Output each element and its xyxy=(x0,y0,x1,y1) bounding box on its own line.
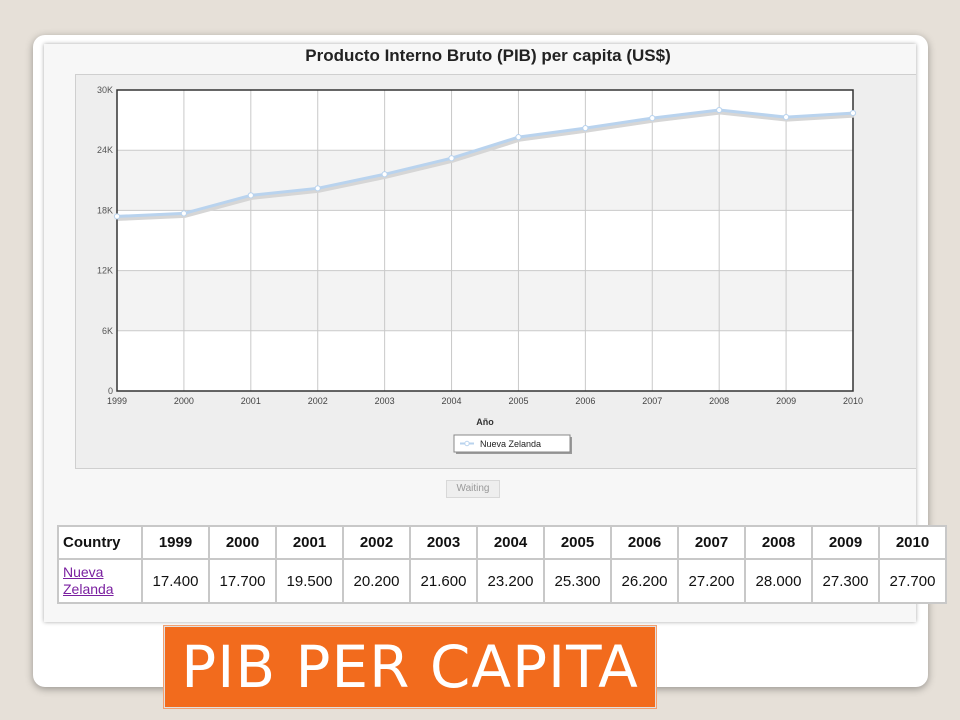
x-tick-label: 2008 xyxy=(709,396,729,406)
x-tick-label: 2005 xyxy=(508,396,528,406)
plot-background xyxy=(117,90,853,391)
chart-screenshot: Producto Interno Bruto (PIB) per capita … xyxy=(44,44,916,622)
waiting-indicator: Waiting xyxy=(446,480,500,498)
y-tick-label: 0 xyxy=(108,386,113,396)
line-chart: 0 6K 12K 18K 24K 30K 1999 2000 2001 2002 2003 2004 2… xyxy=(97,85,863,454)
data-point xyxy=(180,210,188,217)
table-header-country: Country xyxy=(57,525,143,560)
table-cell-value: 28.000 xyxy=(744,558,813,604)
y-tick-label: 18K xyxy=(97,205,113,215)
legend-box xyxy=(453,434,571,453)
y-tick-label: 6K xyxy=(102,326,113,336)
x-axis-title: Año xyxy=(476,417,494,427)
x-tick-label: 2010 xyxy=(843,396,863,406)
table-header-year: 2006 xyxy=(610,525,679,560)
x-tick-label: 1999 xyxy=(107,396,127,406)
chart-area: 0 6K 12K 18K 24K 30K 1999 2000 2001 2002 2003 2004 2… xyxy=(75,74,916,469)
table-header-year: 2008 xyxy=(744,525,813,560)
data-point xyxy=(381,171,388,178)
table-header-year: 2009 xyxy=(811,525,880,560)
slide-banner-title: PIB PER CAPITA xyxy=(164,626,656,708)
table-header-year: 2004 xyxy=(476,525,545,560)
x-tick-label: 2006 xyxy=(575,396,595,406)
table-cell-value: 17.700 xyxy=(208,558,277,604)
table-cell-value: 17.400 xyxy=(141,558,210,604)
y-tick-label: 12K xyxy=(97,266,113,276)
table-header-year: 2005 xyxy=(543,525,612,560)
table-cell-value: 26.200 xyxy=(610,558,679,604)
table-cell-value: 19.500 xyxy=(275,558,344,604)
table-cell-value: 23.200 xyxy=(476,558,545,604)
table-row: Nueva Zelanda 17.400 17.700 19.500 20.200 21.… xyxy=(57,558,947,604)
table-header-year: 2000 xyxy=(208,525,277,560)
data-point xyxy=(582,125,589,132)
legend-swatch-marker xyxy=(464,440,470,447)
table-cell-value: 20.200 xyxy=(342,558,411,604)
table-header-year: 1999 xyxy=(141,525,210,560)
country-link[interactable]: Nueva Zelanda xyxy=(63,564,114,597)
table-header-year: 2002 xyxy=(342,525,411,560)
data-point xyxy=(849,109,857,117)
data-point xyxy=(247,192,254,199)
legend-label: Nueva Zelanda xyxy=(480,439,541,449)
series-line xyxy=(116,108,854,218)
table-cell-value: 27.700 xyxy=(878,558,947,604)
data-point xyxy=(649,114,656,122)
chart-title: Producto Interno Bruto (PIB) per capita … xyxy=(305,46,671,65)
x-tick-label: 2009 xyxy=(776,396,796,406)
table-cell-value: 21.600 xyxy=(409,558,478,604)
table-cell-value: 25.300 xyxy=(543,558,612,604)
table-header-row: Country 1999 2000 2001 2002 2003 2004 2005 2006… xyxy=(57,525,947,560)
y-tick-label: 24K xyxy=(97,145,113,155)
table-header-year: 2001 xyxy=(275,525,344,560)
x-tick-label: 2000 xyxy=(174,396,194,406)
table-header-year: 2003 xyxy=(409,525,478,560)
data-table: Country 1999 2000 2001 2002 2003 2004 2005 2006… xyxy=(57,525,947,604)
plot-band xyxy=(117,270,853,331)
table-cell-country: Nueva Zelanda xyxy=(57,558,143,604)
table-body: Nueva Zelanda 17.400 17.700 19.500 20.200 21.… xyxy=(57,558,947,604)
x-tick-label: 2003 xyxy=(375,396,395,406)
data-point xyxy=(716,106,723,114)
x-tick-label: 2002 xyxy=(308,396,328,406)
data-point xyxy=(113,213,121,220)
x-tick-label: 2007 xyxy=(642,396,662,406)
table-header-year: 2007 xyxy=(677,525,746,560)
data-point xyxy=(314,185,321,192)
y-tick-label: 30K xyxy=(97,85,113,95)
table-header-year: 2010 xyxy=(878,525,947,560)
plot-border xyxy=(116,89,854,392)
table-cell-value: 27.200 xyxy=(677,558,746,604)
series-line-shadow xyxy=(117,109,855,221)
table-cell-value: 27.300 xyxy=(811,558,880,604)
data-point xyxy=(782,113,790,121)
data-point xyxy=(448,155,455,162)
x-tick-label: 2004 xyxy=(442,396,462,406)
x-tick-label: 2001 xyxy=(241,396,261,406)
data-point xyxy=(515,134,522,141)
